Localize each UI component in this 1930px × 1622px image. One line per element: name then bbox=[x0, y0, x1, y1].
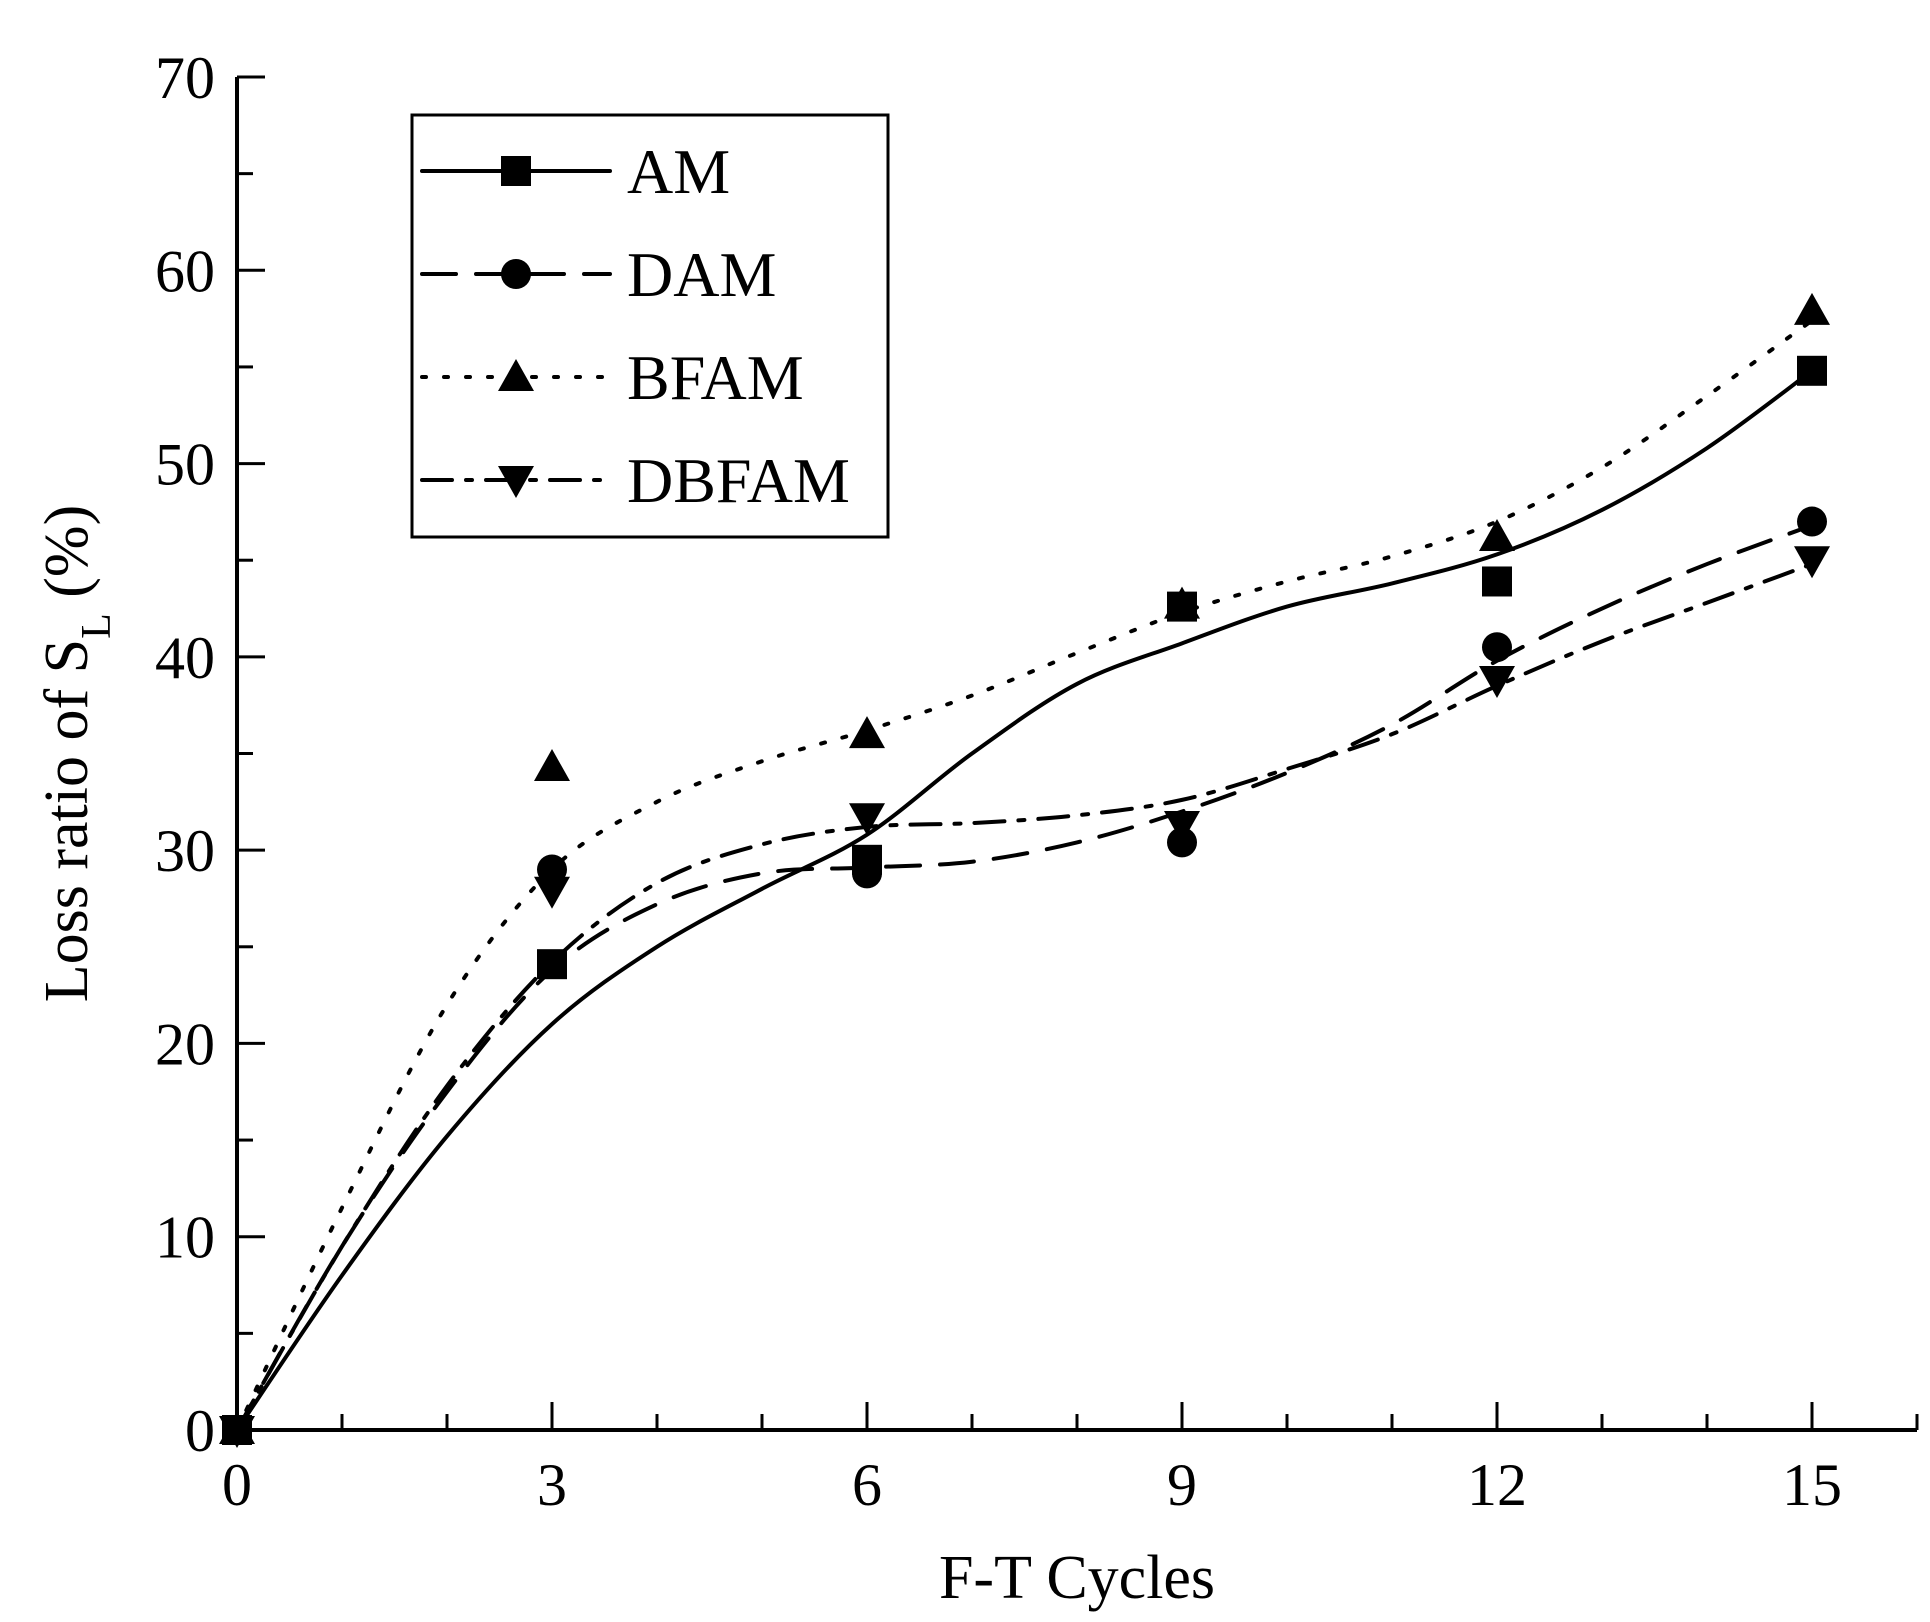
data-point-dam bbox=[1797, 506, 1827, 537]
legend-item-am: AM bbox=[420, 136, 730, 207]
legend: AM DAM BFAM DBFAM bbox=[410, 113, 890, 539]
series-dbfam bbox=[219, 546, 1830, 1448]
data-point-dbfam bbox=[1479, 666, 1515, 699]
data-point-bfam bbox=[534, 749, 570, 782]
data-point-dam bbox=[1482, 632, 1512, 663]
data-point-am bbox=[1482, 566, 1512, 597]
data-point-bfam bbox=[1479, 519, 1515, 552]
legend-item-dam: DAM bbox=[420, 239, 776, 310]
data-point-dbfam bbox=[1164, 811, 1200, 844]
data-point-am bbox=[1797, 355, 1827, 386]
x-tick-label: 15 bbox=[1782, 1452, 1842, 1518]
y-tick-label: 20 bbox=[155, 1011, 215, 1077]
legend-box bbox=[410, 113, 890, 539]
x-tick-label: 6 bbox=[852, 1452, 882, 1518]
data-point-dam bbox=[852, 858, 882, 889]
y-title-suffix: (%) bbox=[33, 505, 101, 613]
y-tick-label: 30 bbox=[155, 818, 215, 884]
data-point-dbfam bbox=[534, 876, 570, 909]
x-axis-title: F-T Cycles bbox=[939, 1544, 1215, 1612]
legend-label: AM bbox=[627, 136, 730, 207]
data-point-dbfam bbox=[1794, 546, 1830, 579]
data-point-bfam bbox=[849, 716, 885, 749]
series-line-am bbox=[235, 368, 1814, 1432]
data-point-dbfam bbox=[219, 1416, 255, 1448]
legend-label: BFAM bbox=[627, 342, 804, 413]
legend-marker bbox=[501, 259, 531, 289]
x-tick-label: 12 bbox=[1467, 1452, 1527, 1518]
series-line-bfam bbox=[235, 318, 1814, 1432]
y-title-main: Loss ratio of S bbox=[33, 639, 101, 1002]
x-tick-label: 0 bbox=[222, 1452, 252, 1518]
series-line-dam bbox=[235, 523, 1814, 1432]
data-point-dbfam bbox=[849, 803, 885, 836]
y-tick-label: 10 bbox=[155, 1205, 215, 1271]
legend-item-dbfam: DBFAM bbox=[420, 445, 850, 516]
data-point-bfam bbox=[1164, 586, 1200, 619]
ticks: 0 10 20 30 40 50 60 70 0 3 6 9 12 15 bbox=[155, 45, 1919, 1518]
legend-marker bbox=[501, 156, 531, 186]
y-axis-title: Loss ratio of SL (%) bbox=[33, 505, 120, 1002]
series-bfam bbox=[219, 292, 1830, 1444]
y-tick-label: 70 bbox=[155, 45, 215, 111]
legend-marker bbox=[498, 466, 534, 498]
legend-marker bbox=[498, 359, 534, 391]
legend-label: DAM bbox=[627, 239, 776, 310]
y-tick-label: 50 bbox=[155, 432, 215, 498]
legend-item-bfam: BFAM bbox=[420, 342, 804, 413]
y-tick-label: 60 bbox=[155, 238, 215, 304]
series-layer bbox=[219, 292, 1830, 1448]
y-title-subscript: L bbox=[74, 613, 120, 639]
data-point-bfam bbox=[1794, 292, 1830, 325]
legend-label: DBFAM bbox=[627, 445, 850, 516]
x-tick-label: 9 bbox=[1167, 1452, 1197, 1518]
x-tick-label: 3 bbox=[537, 1452, 567, 1518]
y-tick-label: 0 bbox=[185, 1398, 215, 1464]
y-tick-label: 40 bbox=[155, 625, 215, 691]
series-line-dbfam bbox=[235, 562, 1814, 1432]
